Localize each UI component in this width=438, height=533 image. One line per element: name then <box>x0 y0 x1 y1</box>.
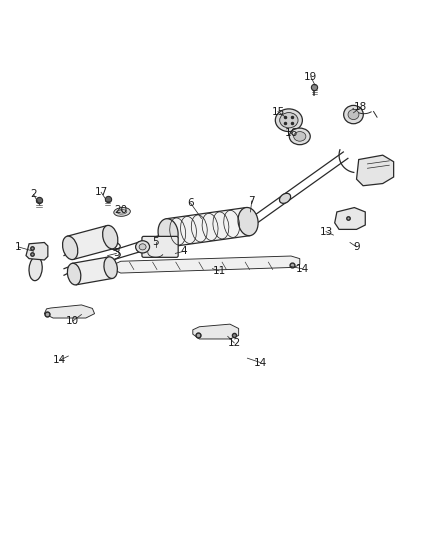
Text: 4: 4 <box>181 246 187 256</box>
Text: 9: 9 <box>353 242 360 252</box>
Text: 5: 5 <box>152 238 159 247</box>
Text: 1: 1 <box>15 242 21 252</box>
Text: 7: 7 <box>248 196 255 206</box>
Polygon shape <box>357 155 394 185</box>
Ellipse shape <box>63 236 78 260</box>
Text: 12: 12 <box>228 338 241 348</box>
Ellipse shape <box>158 219 178 247</box>
Text: 14: 14 <box>295 264 309 273</box>
Polygon shape <box>113 256 300 273</box>
Ellipse shape <box>136 241 150 253</box>
Ellipse shape <box>104 257 117 278</box>
Ellipse shape <box>344 106 363 124</box>
Ellipse shape <box>293 132 306 141</box>
Ellipse shape <box>238 207 258 236</box>
Ellipse shape <box>29 257 42 281</box>
Text: 14: 14 <box>53 356 66 365</box>
Polygon shape <box>72 257 113 285</box>
Text: 15: 15 <box>271 107 285 117</box>
Ellipse shape <box>114 207 131 216</box>
Text: 20: 20 <box>114 205 127 215</box>
Ellipse shape <box>279 193 291 204</box>
Text: 17: 17 <box>95 187 108 197</box>
Text: 10: 10 <box>66 316 79 326</box>
Polygon shape <box>67 225 113 260</box>
Ellipse shape <box>139 244 146 250</box>
Text: 16: 16 <box>284 128 298 139</box>
Text: 19: 19 <box>304 71 317 82</box>
Text: 6: 6 <box>187 198 194 208</box>
Text: 14: 14 <box>254 358 267 368</box>
Ellipse shape <box>67 263 81 285</box>
FancyBboxPatch shape <box>142 236 178 257</box>
Ellipse shape <box>276 109 302 132</box>
Text: 2: 2 <box>30 189 37 199</box>
Ellipse shape <box>289 128 310 144</box>
Text: 18: 18 <box>354 102 367 112</box>
Polygon shape <box>193 324 239 339</box>
Text: 3: 3 <box>113 248 120 259</box>
Ellipse shape <box>280 112 298 128</box>
Ellipse shape <box>348 110 359 119</box>
Text: 11: 11 <box>212 266 226 276</box>
Ellipse shape <box>102 225 118 249</box>
Ellipse shape <box>117 209 127 214</box>
Polygon shape <box>44 305 95 318</box>
Polygon shape <box>335 207 365 229</box>
Polygon shape <box>26 243 48 260</box>
Polygon shape <box>166 207 250 247</box>
Text: 13: 13 <box>319 227 332 237</box>
